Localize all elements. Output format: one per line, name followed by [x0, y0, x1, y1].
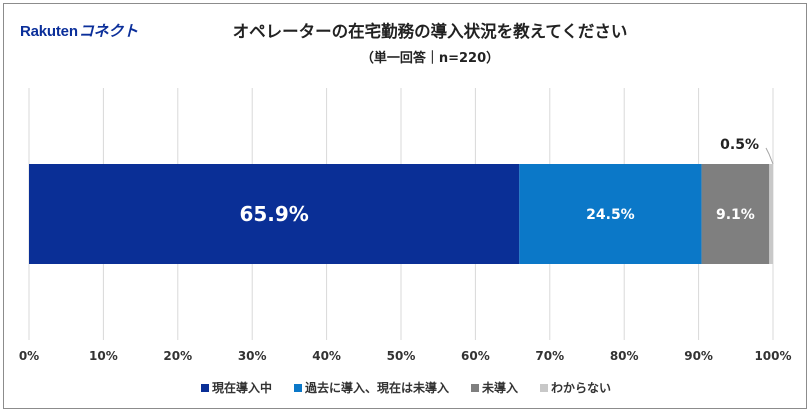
callout-leader-line	[765, 147, 774, 165]
legend-item: わからない	[540, 379, 611, 396]
x-axis-ticks: 0% 10% 20% 30% 40% 50% 60% 70% 80% 90% 100%	[19, 349, 792, 363]
chart-title: オペレーターの在宅勤務の導入状況を教えてください	[232, 22, 628, 41]
bar-segment	[769, 164, 773, 264]
data-labels: 65.9% 24.5% 9.1% 0.5%	[239, 137, 774, 226]
legend-swatch	[200, 383, 209, 392]
x-tick-label: 10%	[89, 349, 118, 363]
x-tick-label: 30%	[238, 349, 267, 363]
legend-label: わからない	[551, 381, 612, 395]
legend-label: 未導入	[482, 381, 519, 395]
chart-legend: 現在導入中 過去に導入、現在は未導入 未導入 わからない	[0, 379, 812, 396]
logo-product-text: コネクト	[78, 23, 138, 40]
legend-swatch	[540, 383, 549, 392]
bar-segment	[519, 164, 702, 264]
segment-data-label: 24.5%	[586, 207, 635, 223]
bar-segment	[29, 164, 520, 264]
legend-label: 現在導入中	[211, 381, 272, 395]
legend-label: 過去に導入、現在は未導入	[304, 381, 449, 395]
x-tick-label: 50%	[387, 349, 416, 363]
legend-swatch	[471, 383, 479, 392]
x-tick-label: 90%	[684, 349, 713, 363]
segment-callout-label: 0.5%	[720, 137, 759, 153]
brand-logo: Rakutenコネクト	[20, 20, 138, 41]
segment-data-label: 65.9%	[239, 202, 308, 226]
chart-subtitle: （単一回答｜n=220）	[360, 51, 500, 66]
x-tick-label: 20%	[163, 349, 192, 363]
x-tick-label: 40%	[312, 349, 341, 363]
bar-segments	[29, 164, 773, 264]
logo-brand-text: Rakuten	[20, 23, 78, 40]
segment-data-label: 9.1%	[716, 207, 755, 223]
x-tick-label: 60%	[461, 349, 490, 363]
bar-segment	[701, 164, 770, 264]
legend-item: 過去に導入、現在は未導入	[293, 379, 449, 396]
legend-item: 未導入	[471, 379, 518, 396]
x-tick-label: 0%	[19, 349, 39, 363]
x-tick-label: 100%	[754, 349, 791, 363]
x-tick-label: 80%	[610, 349, 639, 363]
legend-item: 現在導入中	[200, 379, 272, 396]
x-tick-label: 70%	[535, 349, 564, 363]
legend-swatch	[293, 383, 302, 392]
